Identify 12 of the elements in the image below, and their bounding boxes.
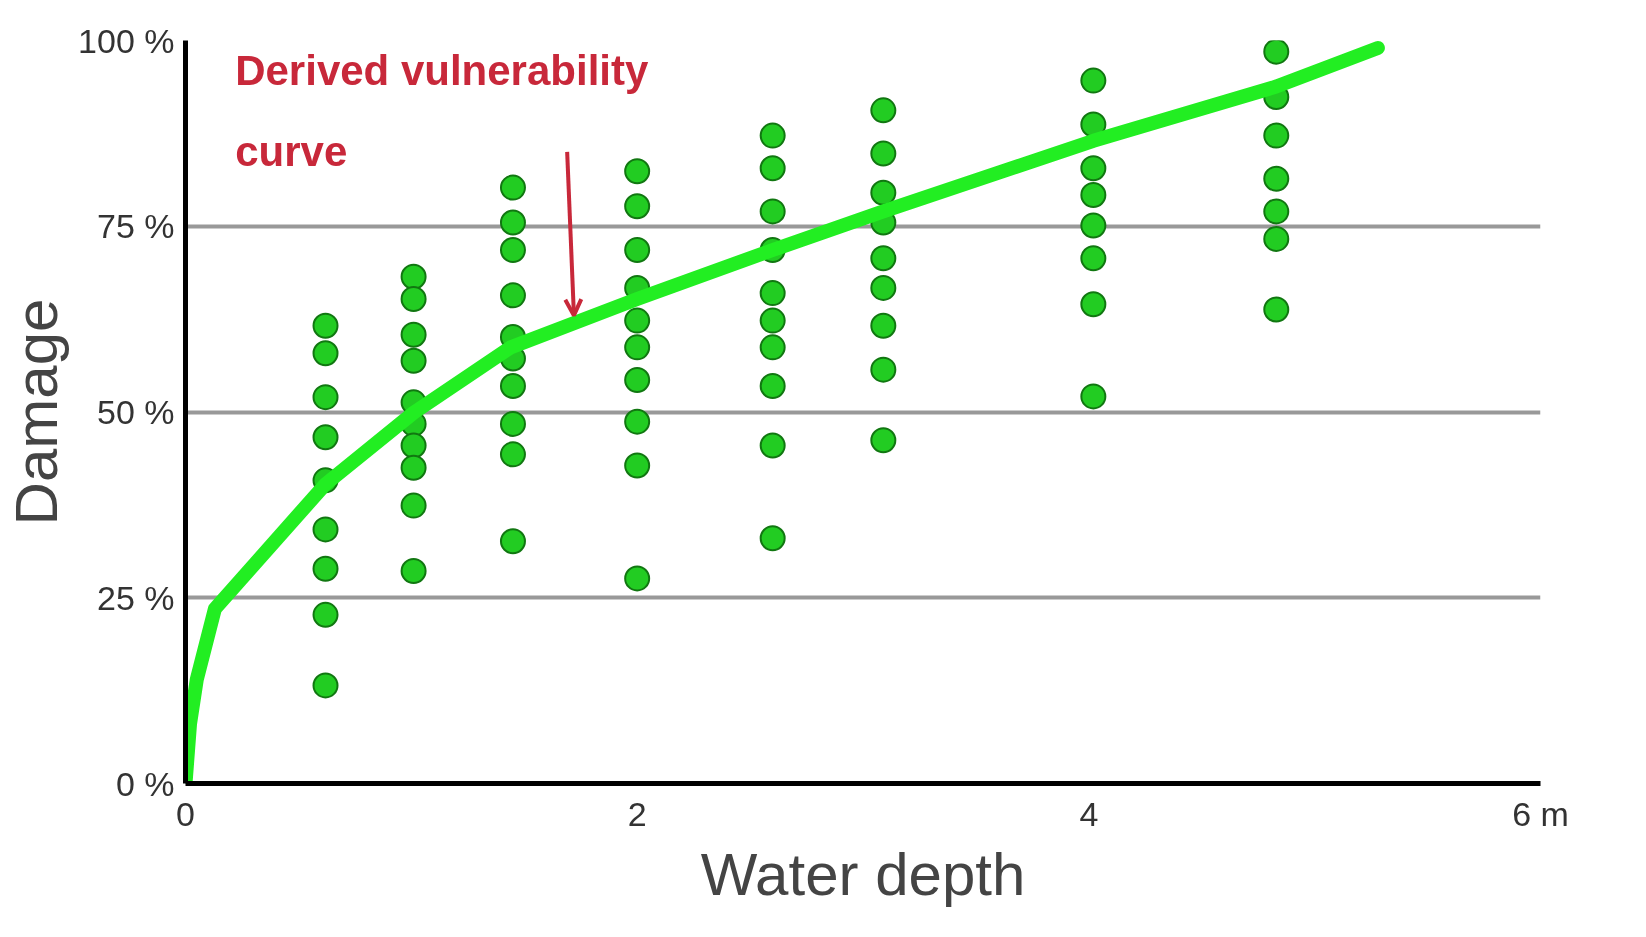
y-tick-label: 25 % — [97, 578, 175, 617]
x-tick-label: 4 — [1079, 794, 1099, 833]
y-axis-title: Damage — [3, 298, 71, 526]
y-tick-label: 100 % — [78, 21, 175, 60]
y-tick-label: 0 % — [115, 764, 175, 803]
annotation: Derived vulnerability curve — [235, 46, 649, 176]
y-tick-label: 75 % — [97, 207, 175, 246]
x-axis-title: Water depth — [700, 840, 1026, 908]
y-tick-label: 50 % — [97, 393, 175, 431]
x-tick-label: 0 — [176, 794, 195, 833]
x-tick-label: 2 — [627, 794, 647, 833]
x-tick-label: 6 m — [1512, 794, 1569, 833]
